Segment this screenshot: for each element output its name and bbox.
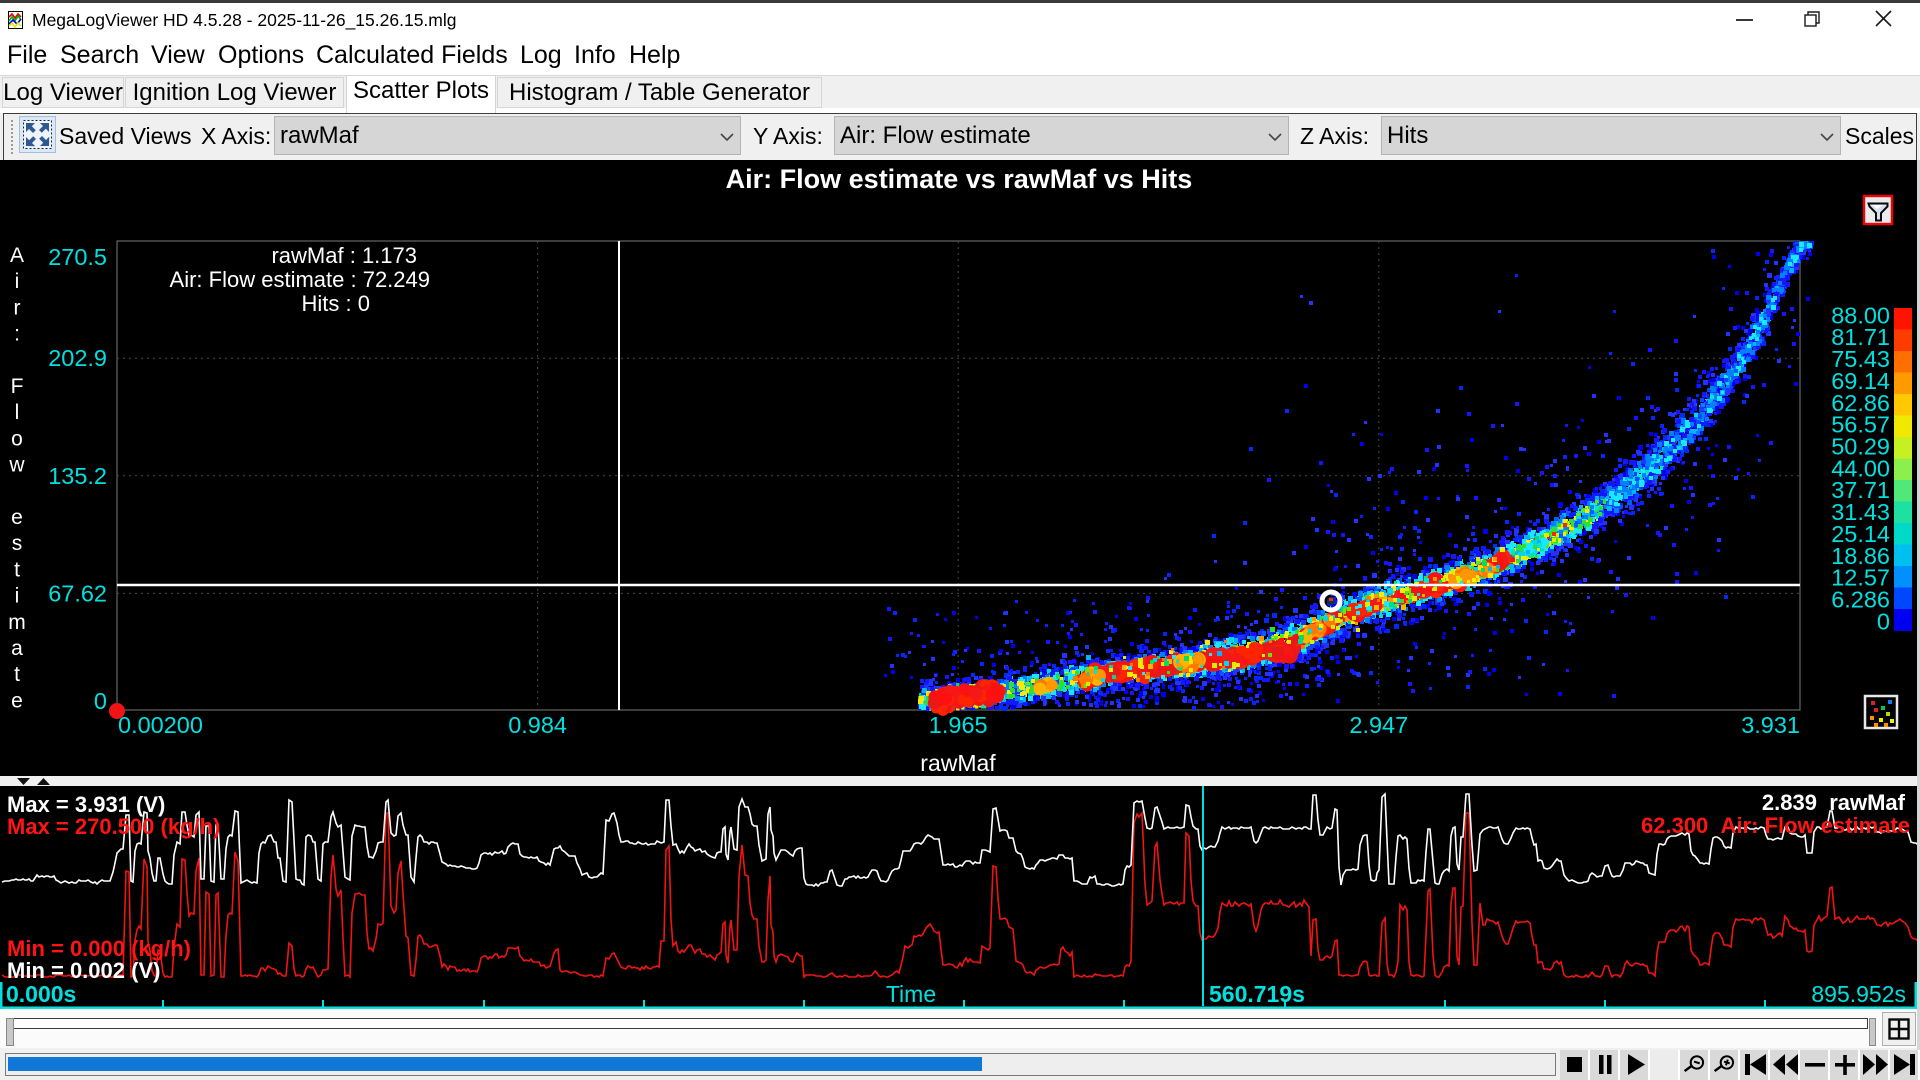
svg-text:69.14: 69.14 (1831, 368, 1890, 394)
svg-text:1.965: 1.965 (929, 712, 988, 738)
svg-text:560.719s: 560.719s (1209, 981, 1305, 1007)
svg-text:25.14: 25.14 (1831, 521, 1890, 547)
svg-text:88.00: 88.00 (1831, 302, 1890, 328)
svg-text:rawMaf : 1.173: rawMaf : 1.173 (271, 243, 417, 268)
svg-text:3.931: 3.931 (1741, 712, 1800, 738)
svg-text:12.57: 12.57 (1831, 565, 1890, 591)
svg-text:A: A (10, 244, 24, 267)
svg-text:m: m (8, 611, 26, 634)
svg-text:r: r (14, 296, 21, 319)
svg-text:rawMaf: rawMaf (920, 750, 996, 776)
svg-text:50.29: 50.29 (1831, 434, 1890, 460)
svg-text:t: t (14, 558, 20, 581)
svg-text:e: e (11, 506, 23, 529)
svg-text:o: o (11, 427, 23, 450)
svg-text:135.2: 135.2 (48, 463, 107, 489)
svg-text:Min = 0.002 (V): Min = 0.002 (V) (7, 958, 160, 983)
svg-text:Air: Flow estimate vs rawMaf v: Air: Flow estimate vs rawMaf vs Hits (726, 164, 1193, 194)
svg-text:44.00: 44.00 (1831, 455, 1890, 481)
svg-text:Max = 3.931 (V): Max = 3.931 (V) (7, 792, 165, 817)
svg-text:6.286: 6.286 (1831, 587, 1890, 613)
svg-text:Max = 270.500 (kg/h): Max = 270.500 (kg/h) (7, 814, 220, 839)
svg-text:56.57: 56.57 (1831, 412, 1890, 438)
svg-text:81.71: 81.71 (1831, 324, 1890, 350)
svg-text:Time: Time (886, 981, 936, 1007)
svg-text:l: l (15, 401, 20, 424)
svg-text:w: w (8, 454, 25, 477)
svg-text:a: a (11, 637, 23, 660)
svg-text:i: i (15, 585, 20, 608)
svg-text:18.86: 18.86 (1831, 543, 1890, 569)
svg-text:t: t (14, 663, 20, 686)
svg-text::: : (14, 323, 20, 346)
svg-text:202.9: 202.9 (48, 345, 107, 371)
svg-text:37.71: 37.71 (1831, 477, 1890, 503)
svg-text:F: F (11, 375, 24, 398)
svg-text:75.43: 75.43 (1831, 346, 1890, 372)
svg-text:e: e (11, 689, 23, 712)
svg-text:2.839 rawMaf: 2.839 rawMaf (1762, 790, 1906, 815)
svg-text:67.62: 67.62 (48, 580, 107, 606)
svg-text:0: 0 (94, 688, 107, 714)
svg-text:0.984: 0.984 (508, 712, 567, 738)
svg-text:62.300 Air: Flow estimate: 62.300 Air: Flow estimate (1641, 813, 1910, 838)
svg-text:0.00200: 0.00200 (118, 712, 203, 738)
svg-text:Air: Flow estimate : 72.249: Air: Flow estimate : 72.249 (170, 267, 430, 292)
svg-text:Hits : 0: Hits : 0 (302, 291, 370, 316)
svg-text:62.86: 62.86 (1831, 390, 1890, 416)
svg-text:s: s (12, 532, 23, 555)
svg-text:Min = 0.000 (kg/h): Min = 0.000 (kg/h) (7, 936, 191, 961)
svg-text:i: i (15, 270, 20, 293)
svg-text:0: 0 (1877, 608, 1890, 634)
svg-text:2.947: 2.947 (1349, 712, 1408, 738)
svg-text:31.43: 31.43 (1831, 499, 1890, 525)
svg-text:270.5: 270.5 (48, 244, 107, 270)
svg-text:0.000s: 0.000s (6, 981, 76, 1007)
svg-text:895.952s: 895.952s (1811, 981, 1906, 1007)
